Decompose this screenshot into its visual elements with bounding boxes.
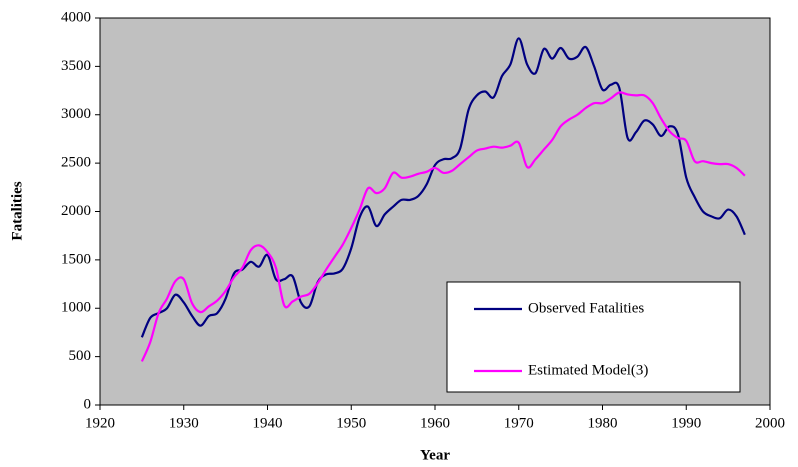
x-tick-label: 1960 (420, 415, 450, 431)
x-axis-title: Year (420, 447, 450, 463)
legend-label: Estimated Model(3) (528, 362, 648, 378)
y-tick-label: 500 (69, 348, 92, 364)
x-tick-label: 1930 (169, 415, 199, 431)
x-tick-label: 2000 (755, 415, 785, 431)
line-series (140, 91, 746, 362)
y-tick-label: 3000 (61, 106, 91, 122)
x-tick-label: 1970 (504, 415, 534, 431)
x-tick-label: 1980 (588, 415, 618, 431)
x-tick-label: 1990 (671, 415, 701, 431)
y-tick-label: 1000 (61, 300, 91, 316)
y-axis-title: Fatalities (9, 181, 25, 240)
x-tick-label: 1940 (253, 415, 283, 431)
y-tick-label: 4000 (61, 9, 91, 25)
x-tick-label: 1920 (85, 415, 115, 431)
legend-box (446, 281, 741, 393)
y-tick-label: 2500 (61, 155, 91, 171)
y-tick-label: 2000 (61, 203, 91, 219)
x-tick-label: 1950 (336, 415, 366, 431)
y-tick-label: 3500 (61, 58, 91, 74)
y-tick-label: 0 (84, 396, 92, 412)
legend-label: Observed Fatalities (528, 300, 644, 316)
y-tick-label: 1500 (61, 251, 91, 267)
